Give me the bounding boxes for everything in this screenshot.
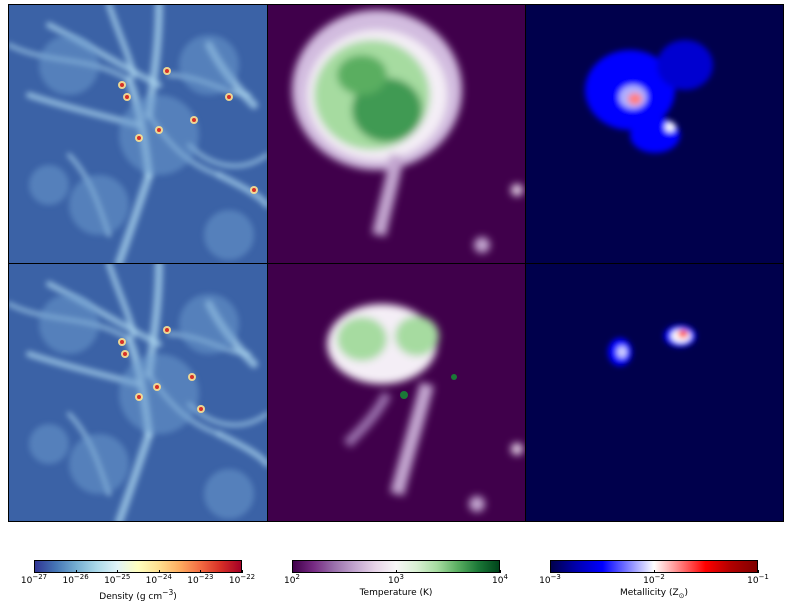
panel-density-bottom — [9, 264, 267, 521]
colorbar-metallicity: 10−3 10−2 10−1 Metallicity (Z⊙) — [539, 560, 769, 600]
colorbar-tick-label: 10−27 — [20, 573, 48, 586]
colorbar-tick-mark — [158, 570, 160, 573]
colorbar-tick-label: 10−25 — [104, 573, 131, 586]
colorbar-tick-label: 10−2 — [643, 573, 665, 586]
colorbar-tick-mark — [654, 570, 655, 573]
colorbar-tick-label: 10−26 — [62, 573, 89, 586]
colorbar-tick-label: 104 — [492, 573, 508, 586]
row-top — [9, 5, 783, 263]
colorbar-tick-mark — [396, 570, 397, 573]
colorbar-density-label: Density (g cm−3) — [99, 588, 177, 602]
colorbar-tick-label: 10−23 — [187, 573, 214, 586]
colorbar-temperature-ticks: 102 103 104 — [284, 570, 508, 586]
panel-temperature-top — [267, 5, 525, 263]
colorbar-tick-mark — [550, 570, 551, 573]
colorbar-metallicity-ticks: 10−3 10−2 10−1 — [539, 570, 769, 586]
panel-temperature-bottom — [267, 264, 525, 521]
colorbar-density: 10−27 10−26 10−25 10−24 10−23 10−22 Density (… — [21, 560, 255, 602]
colorbar-tick-mark — [117, 570, 119, 573]
colorbar-tick-mark — [500, 570, 501, 573]
panel-metallicity-bottom — [525, 264, 783, 521]
column-divider-1 — [267, 5, 268, 521]
colorbar-tick-mark — [34, 570, 35, 573]
colorbar-tick-label: 10−22 — [228, 573, 256, 586]
panel-metallicity-top — [525, 5, 783, 263]
colorbar-tick-mark — [200, 570, 202, 573]
colorbar-density-ticks: 10−27 10−26 10−25 10−24 10−23 10−22 — [21, 570, 255, 586]
row-divider — [9, 263, 783, 264]
colorbar-temperature: 102 103 104 Temperature (K) — [284, 560, 508, 598]
colorbar-tick-label: 10−1 — [747, 573, 769, 586]
colorbar-tick-label: 10−24 — [145, 573, 172, 586]
row-bottom — [9, 264, 783, 521]
colorbar-tick-mark — [292, 570, 293, 573]
colorbar-tick-mark — [758, 570, 759, 573]
colorbar-tick-label: 10−3 — [539, 573, 561, 586]
panel-density-top — [9, 5, 267, 263]
colorbar-tick-label: 103 — [388, 573, 404, 586]
colorbar-tick-mark — [242, 570, 243, 573]
colorbar-tick-label: 102 — [284, 573, 300, 586]
colorbar-density-gradient — [34, 560, 242, 573]
colorbar-temperature-label: Temperature (K) — [359, 588, 433, 598]
colorbar-tick-mark — [75, 570, 77, 573]
colorbar-metallicity-label: Metallicity (Z⊙) — [619, 588, 689, 600]
simulation-figure — [8, 4, 784, 522]
column-divider-2 — [525, 5, 526, 521]
